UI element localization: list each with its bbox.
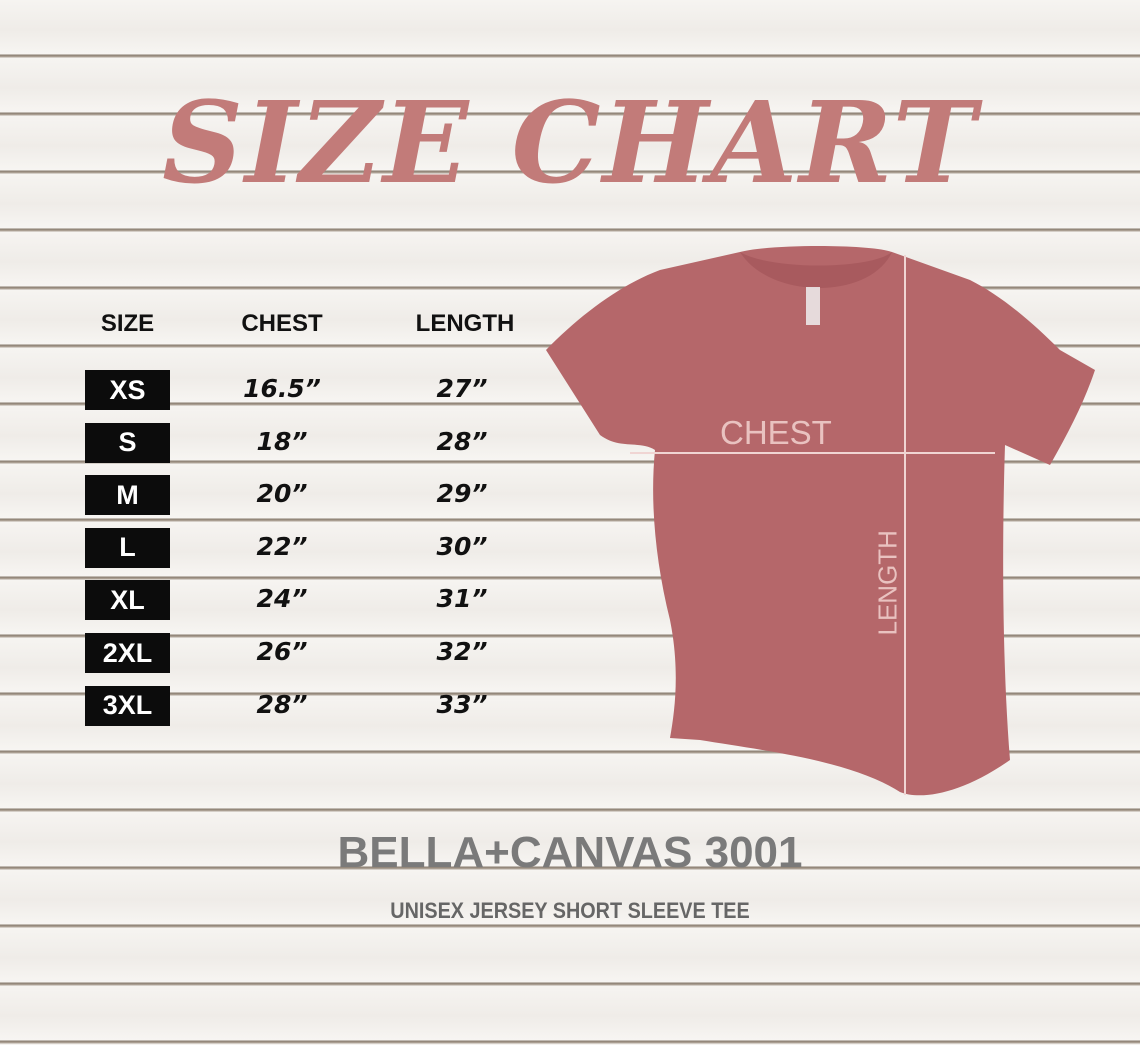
chest-value: 18” (256, 426, 308, 456)
size-badge: S (85, 422, 170, 463)
length-value: 33” (436, 689, 488, 719)
chest-value: 20” (256, 479, 308, 509)
length-value: 31” (436, 584, 488, 614)
table-row: M 20” 29” (0, 475, 560, 516)
length-value: 32” (436, 637, 488, 666)
size-badge: XS (85, 370, 170, 410)
size-badge: M (85, 475, 170, 516)
table-row: 3XL 28” 33” (0, 685, 560, 726)
chest-value: 16.5” (243, 374, 321, 403)
table-row: XS 16.5” 27” (0, 370, 560, 410)
size-badge: 3XL (85, 685, 170, 726)
length-value: 27” (436, 374, 488, 403)
length-value: 29” (436, 479, 488, 509)
table-row: S 18” 28” (0, 422, 560, 463)
chest-value: 24” (256, 584, 308, 614)
length-label: LENGTH (872, 530, 903, 636)
chest-label: CHEST (720, 414, 832, 451)
tshirt-image (546, 246, 1095, 796)
header-chest: CHEST (241, 310, 323, 337)
product-subtitle: UNISEX JERSEY SHORT SLEEVE TEE (390, 898, 750, 923)
header-length: LENGTH (415, 310, 515, 337)
size-badge: 2XL (85, 633, 170, 673)
length-value: 28” (436, 426, 488, 456)
length-value: 30” (436, 531, 488, 561)
size-badge: XL (85, 580, 170, 621)
table-row: L 22” 30” (0, 527, 560, 568)
tshirt-body (546, 246, 1095, 796)
table-row: 2XL 26” 32” (0, 633, 560, 673)
chest-value: 22” (256, 531, 308, 561)
table-row: XL 24” 31” (0, 580, 560, 621)
header-size: SIZE (100, 310, 155, 337)
size-badge: L (85, 527, 170, 568)
chest-value: 28” (256, 689, 308, 719)
chest-value: 26” (256, 637, 308, 666)
brand-name: BELLA+CANVAS 3001 (337, 828, 803, 877)
page-title: SIZE CHART (162, 78, 978, 209)
